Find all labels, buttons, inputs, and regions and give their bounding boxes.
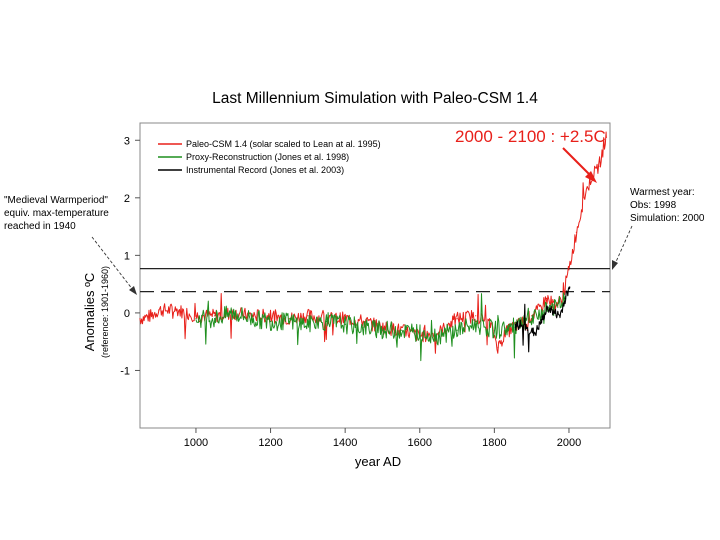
instrumental-series-line: [514, 286, 571, 353]
data-point: [493, 329, 495, 331]
data-point: [564, 297, 566, 300]
data-point: [497, 346, 499, 348]
data-point: [568, 269, 570, 271]
projection-annotation: 2000 - 2100 : +2.5C: [455, 127, 606, 146]
data-point: [569, 286, 571, 288]
data-point: [575, 231, 578, 233]
data-point: [475, 323, 477, 325]
data-point: [519, 323, 522, 325]
medieval-note-line-2: equiv. max-temperature: [4, 208, 109, 219]
data-point: [559, 315, 561, 317]
medieval-note-line-3: reached in 1940: [4, 221, 76, 232]
legend-label-instrumental: Instrumental Record (Jones et al. 2003): [186, 165, 344, 175]
data-point: [490, 323, 492, 325]
x-tick-label: 1400: [333, 437, 357, 449]
chart-title: Last Millennium Simulation with Paleo-CS…: [212, 90, 538, 107]
x-tick-label: 1200: [258, 437, 282, 449]
data-point: [527, 329, 529, 331]
y-tick-label: 3: [124, 135, 130, 147]
y-axis-label: Anomalies ºC: [82, 273, 97, 351]
data-point: [344, 323, 346, 325]
data-point: [158, 309, 160, 311]
warmest-annotation: Warmest year: Obs: 1998 Simulation: 2000: [630, 187, 705, 224]
proxy-series-line: [195, 292, 567, 362]
data-point: [583, 197, 585, 199]
data-point: [547, 306, 549, 308]
data-point: [288, 320, 290, 323]
medieval-annotation: "Medieval Warmperiod" equiv. max-tempera…: [4, 195, 109, 232]
data-point: [456, 329, 458, 331]
data-point: [363, 326, 365, 328]
data-point: [553, 312, 555, 314]
data-point: [400, 329, 402, 331]
y-axis: -1 0 1 2 3: [120, 135, 140, 377]
data-point: [531, 320, 533, 323]
data-point: [232, 312, 234, 314]
projection-arrow-head: [585, 171, 597, 183]
data-point: [381, 329, 384, 331]
data-point: [598, 165, 600, 167]
series-layer: [139, 131, 607, 362]
data-point: [475, 315, 477, 317]
data-point: [512, 326, 514, 328]
warmest-arrow-head: [612, 260, 618, 270]
data-point: [557, 306, 559, 308]
data-point: [270, 315, 272, 317]
data-point: [195, 318, 197, 320]
y-tick-label: 2: [124, 193, 130, 205]
legend: Paleo-CSM 1.4 (solar scaled to Lean at a…: [158, 139, 381, 175]
data-point: [456, 318, 458, 320]
data-point: [560, 300, 563, 302]
data-point: [605, 136, 607, 138]
data-point: [542, 318, 544, 320]
data-point: [251, 318, 253, 320]
y-tick-label: -1: [120, 365, 130, 377]
x-tick-label: 1600: [408, 437, 432, 449]
reference-lines: [140, 267, 610, 293]
data-point: [307, 323, 309, 325]
legend-label-proxy: Proxy-Reconstruction (Jones et al. 1998): [186, 152, 349, 162]
data-point: [176, 309, 178, 311]
medieval-arrow: [91, 236, 134, 291]
data-point: [195, 315, 197, 317]
data-point: [214, 315, 216, 317]
projection-arrow: [562, 147, 592, 177]
plot-frame: [139, 122, 611, 429]
medieval-note-line-1: "Medieval Warmperiod": [4, 195, 108, 206]
data-point: [139, 318, 141, 320]
x-tick-label: 2000: [557, 437, 581, 449]
data-point: [546, 297, 548, 300]
legend-label-model: Paleo-CSM 1.4 (solar scaled to Lean at a…: [186, 139, 381, 149]
data-point: [325, 320, 328, 323]
y-tick-label: 1: [124, 250, 130, 262]
warmest-arrow: [614, 225, 633, 265]
warmest-note-line-1: Warmest year:: [630, 187, 695, 198]
warmest-note-line-3: Simulation: 2000: [630, 213, 705, 224]
data-point: [270, 320, 272, 323]
data-point: [419, 332, 421, 334]
x-axis: 1000 1200 1400 1600 1800 2000: [184, 428, 581, 449]
y-tick-label: 0: [124, 308, 130, 320]
warmest-note-line-2: Obs: 1998: [630, 200, 677, 211]
data-point: [288, 318, 290, 320]
data-point: [381, 326, 384, 328]
x-tick-label: 1000: [184, 437, 208, 449]
data-point: [307, 315, 309, 317]
x-axis-label: year AD: [355, 454, 401, 469]
x-tick-label: 1800: [482, 437, 506, 449]
data-point: [514, 326, 516, 328]
medieval-arrow-head: [129, 286, 137, 295]
data-point: [150, 315, 152, 317]
data-point: [534, 332, 537, 334]
data-point: [437, 335, 439, 337]
data-point: [214, 318, 216, 320]
y-axis-sublabel: (reference: 1901-1960): [100, 266, 110, 358]
